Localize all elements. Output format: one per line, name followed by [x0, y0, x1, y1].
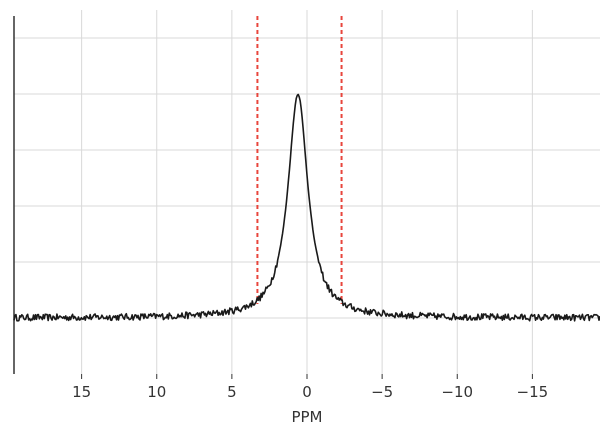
x-axis-label: PPM: [291, 408, 322, 426]
x-tick-label-4: −5: [371, 383, 393, 401]
x-tick-label-2: 5: [227, 383, 237, 401]
reference-lines: [256, 16, 343, 304]
x-tick-label-5: −10: [441, 383, 473, 401]
spectrum-line: [13, 93, 600, 322]
x-tick-label-0: 15: [72, 383, 91, 401]
x-axis-ticks: 15 10 5 0 −5 −10 −15: [72, 374, 548, 401]
x-tick-label-6: −15: [517, 383, 549, 401]
y-gridlines: [14, 37, 600, 319]
x-tick-label-1: 10: [147, 383, 166, 401]
x-gridlines: [81, 10, 533, 374]
x-tick-label-3: 0: [302, 383, 312, 401]
